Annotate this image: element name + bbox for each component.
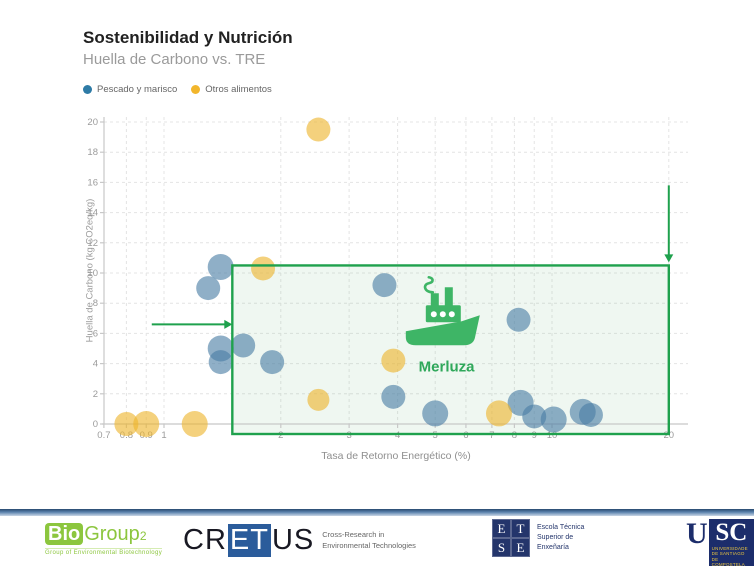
data-point-otros [485,400,512,427]
biogroup-group-text: Group [84,523,140,545]
x-tick-label: 9 [532,430,537,441]
data-point-pescado [422,400,449,427]
usc-sc-letters: SC [715,519,748,546]
chart-legend: Pescado y marisco Otros alimentos [83,84,272,95]
y-tick-label: 8 [93,298,98,309]
x-tick-label: 4 [395,430,400,441]
cretus-us: US [271,524,315,556]
x-axis-title: Tasa de Retorno Energético (%) [321,450,471,462]
data-point-pescado [196,276,221,301]
cretus-desc-line1: Cross-Research in [322,530,385,540]
data-point-pescado [522,404,547,429]
merluza-label: Merluza [419,359,476,376]
x-tick-label: 6 [463,430,468,441]
y-tick-label: 4 [93,359,98,370]
x-tick-label: 0.7 [97,430,110,441]
y-tick-label: 10 [87,268,98,279]
biogroup-wordmark: Bio Group 2 [45,523,162,546]
usc-logo: U SC UNIVERSIDADE DE SANTIAGO DE COMPOST… [686,519,754,566]
x-tick-label: 5 [433,430,438,441]
etse-name-line1: Escola Técnica [537,524,585,532]
data-point-pescado [207,253,234,280]
x-tick-label: 3 [346,430,351,441]
etse-name: Escola Técnica Superior de Enxeñaría [537,523,584,552]
etse-letter-t: T [511,519,530,538]
usc-university-name: UNIVERSIDADE DE SANTIAGO DE COMPOSTELA [712,546,751,566]
data-point-pescado [381,384,406,409]
data-point-pescado [506,307,531,332]
data-point-pescado [260,350,285,375]
biogroup-logo: Bio Group 2 Group of Environmental Biote… [45,523,163,556]
y-tick-label: 2 [93,389,98,400]
x-tick-label: 20 [664,430,675,441]
y-tick-label: 16 [87,177,98,188]
scatter-chart: 0.70.80.9123456789102002468101214161820M… [87,117,688,441]
annotation-arrowhead [224,319,233,329]
legend-dot-pescado-icon [83,85,92,94]
cretus-logo: CR ET US Cross-Research in Environmental… [183,524,416,557]
cretus-desc-line2: Environmental Technologies [322,540,416,550]
legend-item-otros: Otros alimentos [191,84,272,95]
footer-divider-bar [0,509,754,516]
etse-name-line2: Superior de [537,534,574,542]
usc-name-line2: DE SANTIAGO [711,551,745,557]
data-point-pescado [372,273,397,298]
merluza-highlight-box [231,264,670,436]
ship-icon [405,275,480,346]
legend-dot-otros-icon [191,85,201,94]
y-tick-label: 6 [93,328,98,339]
data-point-otros [251,256,276,281]
y-tick-label: 12 [87,238,98,249]
x-tick-label: 8 [512,430,517,441]
x-tick-label: 1 [161,430,166,441]
y-axis-title: Huella de Carbono (kg CO2eq/kg) [84,198,96,343]
usc-name-line3: DE COMPOSTELA [711,556,745,566]
data-point-otros [306,117,331,142]
data-point-otros [114,412,139,436]
legend-label-otros: Otros alimentos [205,84,272,95]
legend-label-pescado: Pescado y marisco [97,84,178,95]
data-point-otros [381,348,406,373]
etse-logo: E T S E Escola Técnica Superior de Enxeñ… [492,519,584,557]
annotation-arrowhead [664,254,674,263]
data-point-otros [133,411,160,437]
data-point-pescado [231,333,256,358]
page-title: Sostenibilidad y Nutrición [83,28,293,47]
biogroup-sub-2: 2 [139,529,147,543]
y-tick-label: 20 [87,117,98,128]
x-tick-label: 7 [489,430,494,441]
y-tick-label: 18 [87,147,98,158]
etse-name-line3: Enxeñaría [537,543,569,551]
usc-u-letter: U [686,517,708,550]
data-point-pescado [208,350,233,375]
cretus-et-badge: ET [227,524,271,557]
data-point-pescado [578,402,603,427]
data-point-otros [181,411,208,437]
page-subtitle: Huella de Carbono vs. TRE [83,51,266,68]
legend-item-pescado: Pescado y marisco [83,84,177,95]
usc-name-line1: UNIVERSIDADE [711,546,748,551]
x-tick-label: 10 [547,430,558,441]
cretus-wordmark: CR ET US [183,524,314,557]
etse-letter-s: S [492,538,511,557]
cretus-cr: CR [183,524,227,556]
etse-letter-e1: E [492,519,511,538]
biogroup-tagline: Group of Environmental Biotechnology [45,548,163,556]
etse-letter-e2: E [511,538,530,557]
data-point-otros [307,388,330,411]
biogroup-bio-badge: Bio [45,523,84,545]
y-tick-label: 14 [87,208,98,219]
data-point-pescado [540,406,567,433]
usc-box: SC UNIVERSIDADE DE SANTIAGO DE COMPOSTEL… [708,519,754,566]
y-tick-label: 0 [93,419,98,430]
x-tick-label: 2 [278,430,283,441]
cretus-description: Cross-Research in Environmental Technolo… [322,530,416,550]
etse-puzzle-icon: E T S E [492,519,530,557]
